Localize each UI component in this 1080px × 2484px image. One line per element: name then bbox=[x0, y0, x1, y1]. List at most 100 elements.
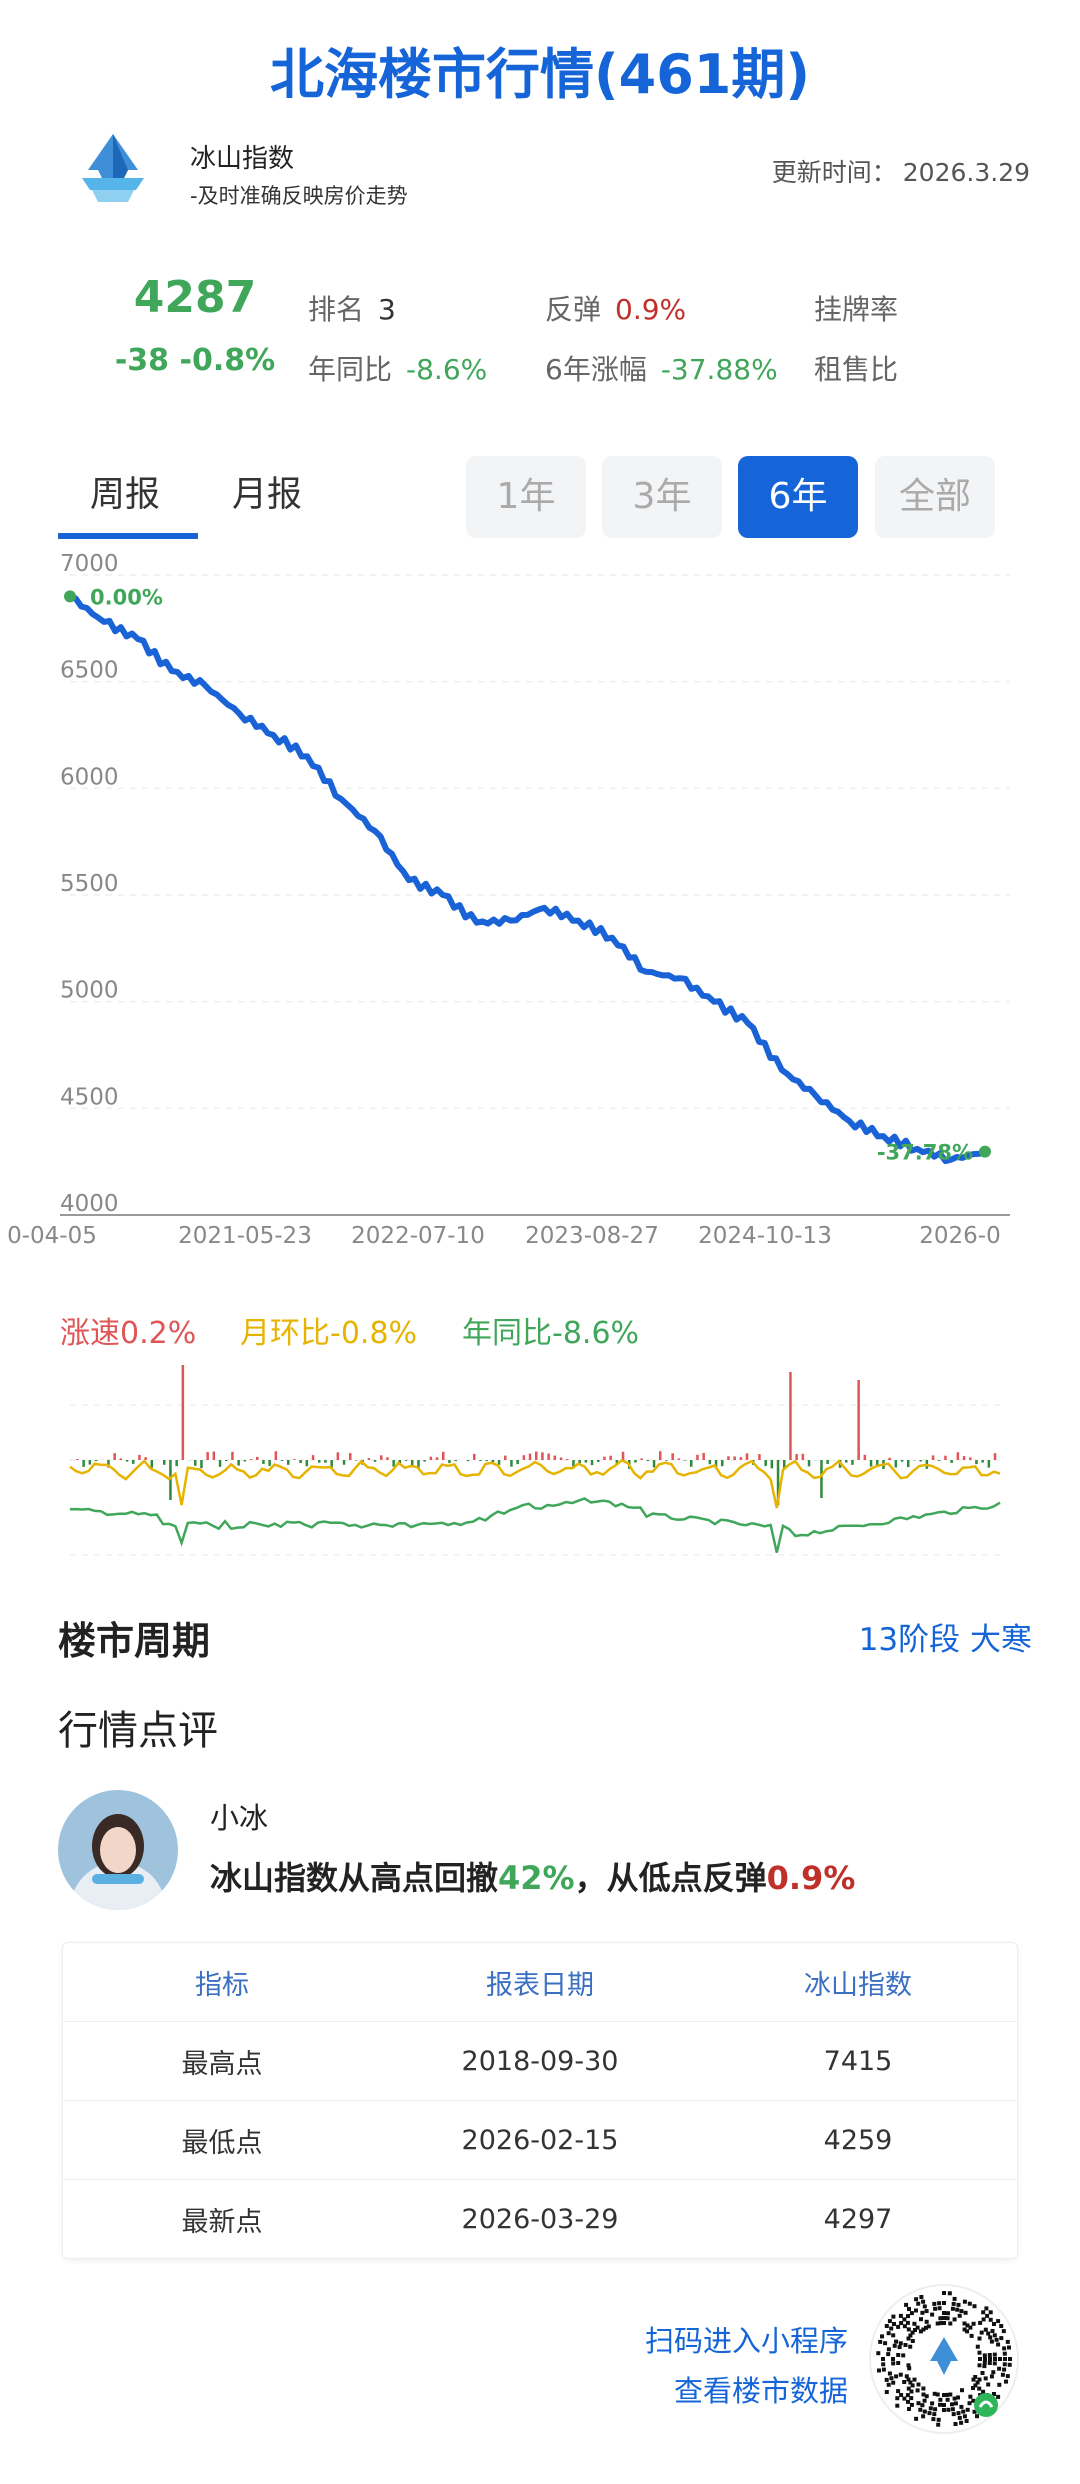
speed-bar bbox=[714, 1460, 718, 1469]
qr-code-icon[interactable] bbox=[868, 2283, 1020, 2435]
qr-dot bbox=[918, 2407, 923, 2412]
rank-value: 3 bbox=[378, 293, 396, 326]
speed-bar bbox=[721, 1460, 724, 1467]
qr-dot bbox=[997, 2366, 1002, 2371]
qr-dot bbox=[952, 2317, 957, 2322]
qr-dot bbox=[910, 2383, 915, 2388]
qr-dot bbox=[962, 2414, 967, 2419]
qr-dot bbox=[971, 2321, 976, 2326]
tab-weekly[interactable]: 周报 bbox=[90, 475, 161, 515]
speed-bar bbox=[733, 1456, 736, 1460]
six-year-label: 6年涨幅 bbox=[545, 353, 647, 386]
table-header-row: 指标 报表日期 冰山指数 bbox=[63, 1943, 1017, 2021]
qr-dot bbox=[927, 2411, 932, 2416]
mom-line bbox=[69, 1458, 1001, 1509]
speed-bar bbox=[559, 1457, 563, 1460]
qr-dot bbox=[1005, 2374, 1010, 2379]
qr-dot bbox=[909, 2389, 914, 2394]
x-tick-label: 2021-05-23 bbox=[178, 1223, 312, 1249]
qr-dot bbox=[924, 2309, 929, 2314]
qr-dot bbox=[928, 2406, 933, 2411]
qr-dot bbox=[951, 2301, 956, 2306]
qr-dot bbox=[881, 2367, 886, 2372]
speed-bar bbox=[770, 1460, 774, 1469]
qr-dot bbox=[962, 2321, 967, 2326]
qr-dot bbox=[972, 2304, 977, 2309]
qr-dot bbox=[892, 2322, 896, 2326]
qr-dot bbox=[889, 2376, 894, 2381]
avatar bbox=[58, 1790, 178, 1910]
qr-dot bbox=[909, 2311, 914, 2316]
qr-dot bbox=[908, 2380, 913, 2385]
speed-bar bbox=[194, 1460, 197, 1466]
yoy-line bbox=[69, 1497, 1001, 1553]
qr-dot bbox=[935, 2321, 940, 2326]
speed-bar bbox=[621, 1451, 625, 1460]
stats-table: 指标 报表日期 冰山指数 最高点 2018-09-30 7415 最低点 202… bbox=[62, 1942, 1018, 2259]
qr-dot bbox=[891, 2361, 896, 2366]
cycle-stage[interactable]: 13阶段 大寒 bbox=[858, 1622, 1032, 1658]
qr-dot bbox=[992, 2361, 997, 2366]
speed-bar bbox=[293, 1459, 296, 1460]
speed-bar bbox=[88, 1460, 92, 1465]
qr-dot bbox=[906, 2327, 911, 2332]
qr-dot bbox=[981, 2310, 986, 2315]
qr-dot bbox=[921, 2392, 926, 2397]
qr-dot bbox=[908, 2333, 913, 2338]
start-change-label: 0.00% bbox=[90, 585, 163, 609]
yoy-label: 年同比 bbox=[308, 353, 393, 386]
qr-dot bbox=[975, 2414, 979, 2419]
qr-dot bbox=[988, 2317, 993, 2322]
qr-dot bbox=[921, 2299, 926, 2304]
range-all-button[interactable]: 全部 bbox=[875, 456, 995, 538]
yoy-value: -8.6% bbox=[406, 353, 488, 386]
speed-bar bbox=[783, 1460, 786, 1469]
qr-dot bbox=[992, 2322, 996, 2326]
qr-dot bbox=[992, 2352, 997, 2357]
qr-dot bbox=[963, 2310, 968, 2315]
speed-bar bbox=[758, 1454, 761, 1460]
qr-dot bbox=[926, 2324, 931, 2329]
qr-dot bbox=[919, 2295, 924, 2299]
legend-speed-name: 涨速 bbox=[60, 1316, 120, 1351]
speed-bar bbox=[826, 1460, 829, 1464]
speed-bar bbox=[640, 1458, 643, 1460]
qr-dot bbox=[881, 2362, 886, 2367]
speed-bar bbox=[181, 1365, 185, 1460]
qr-dot bbox=[936, 2417, 941, 2422]
qr-dot bbox=[903, 2343, 908, 2347]
qr-dot bbox=[979, 2330, 984, 2335]
x-tick-label: 2026-0 bbox=[919, 1223, 1000, 1249]
speed-bar bbox=[144, 1457, 147, 1460]
qr-dot bbox=[982, 2353, 987, 2358]
qr-dot bbox=[902, 2380, 907, 2384]
qr-dot bbox=[896, 2324, 901, 2329]
speed-bar bbox=[764, 1460, 767, 1466]
qr-dot bbox=[878, 2339, 883, 2344]
qr-dot bbox=[959, 2404, 964, 2409]
qr-dot bbox=[998, 2357, 1002, 2361]
qr-dot bbox=[945, 2316, 950, 2321]
range-3y-button[interactable]: 3年 bbox=[602, 456, 722, 538]
qr-dot bbox=[915, 2388, 920, 2393]
range-1y-button[interactable]: 1年 bbox=[466, 456, 586, 538]
tab-monthly[interactable]: 月报 bbox=[232, 475, 303, 515]
qr-dot bbox=[881, 2357, 885, 2361]
qr-dot bbox=[902, 2324, 907, 2329]
speed-bar bbox=[497, 1460, 501, 1465]
qr-dot bbox=[886, 2352, 891, 2357]
speed-bar bbox=[919, 1460, 922, 1462]
qr-dot bbox=[906, 2386, 911, 2391]
cta-line-2[interactable]: 查看楼市数据 bbox=[673, 2374, 848, 2408]
speed-bar bbox=[138, 1454, 141, 1460]
rank-label: 排名 bbox=[308, 293, 365, 326]
qr-dot bbox=[986, 2331, 991, 2336]
qr-dot bbox=[884, 2390, 889, 2394]
qr-dot bbox=[910, 2339, 915, 2343]
qr-dot bbox=[894, 2374, 899, 2379]
cta-line-1[interactable]: 扫码进入小程序 bbox=[644, 2324, 848, 2358]
speed-bar bbox=[975, 1460, 978, 1465]
range-6y-button[interactable]: 6年 bbox=[738, 456, 858, 538]
qr-dot bbox=[991, 2370, 996, 2375]
qr-dot bbox=[930, 2312, 935, 2317]
